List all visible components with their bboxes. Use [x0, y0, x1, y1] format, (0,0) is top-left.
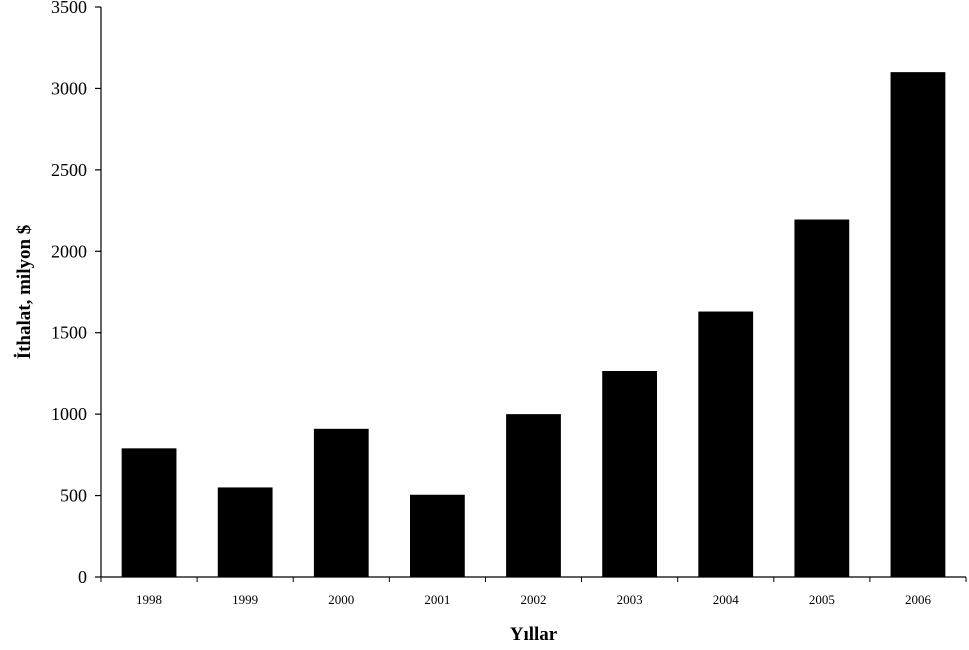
bar-1998 — [121, 448, 177, 577]
x-ticks-group: 1998 1999 2000 2001 2002 2003 2004 2005 2006 — [100, 577, 967, 607]
x-tick-label: 2004 — [713, 592, 740, 607]
bar-2000 — [313, 428, 369, 577]
y-tick-label: 3500 — [51, 0, 87, 17]
x-tick-label: 2006 — [905, 592, 932, 607]
y-axis-title: İthalat, milyon $ — [14, 225, 35, 360]
bar-2003 — [602, 370, 658, 577]
bar-2006 — [890, 72, 946, 578]
x-tick-label: 2001 — [424, 592, 450, 607]
x-tick-label: 2005 — [809, 592, 835, 607]
y-tick-label: 2500 — [51, 160, 87, 180]
y-ticks-group: 0 500 1000 1500 2000 2500 3000 3500 — [51, 0, 101, 587]
x-tick-label: 2000 — [328, 592, 354, 607]
x-tick-label: 2002 — [521, 592, 547, 607]
bar-2005 — [794, 219, 850, 577]
x-tick-label: 1999 — [232, 592, 258, 607]
y-tick-label: 1000 — [51, 404, 87, 424]
x-tick-label: 1998 — [136, 592, 162, 607]
y-tick-label: 2000 — [51, 241, 87, 261]
x-tick-label: 2003 — [617, 592, 643, 607]
y-tick-label: 3000 — [51, 78, 87, 98]
bar-2004 — [698, 311, 754, 577]
y-tick-label: 0 — [78, 567, 87, 587]
y-tick-label: 500 — [60, 486, 87, 506]
bars-group — [121, 72, 946, 578]
bar-2002 — [506, 414, 561, 577]
bar-1999 — [217, 487, 273, 577]
bar-2001 — [409, 494, 465, 577]
x-axis-title: Yıllar — [510, 624, 558, 645]
y-tick-label: 1500 — [51, 323, 87, 343]
